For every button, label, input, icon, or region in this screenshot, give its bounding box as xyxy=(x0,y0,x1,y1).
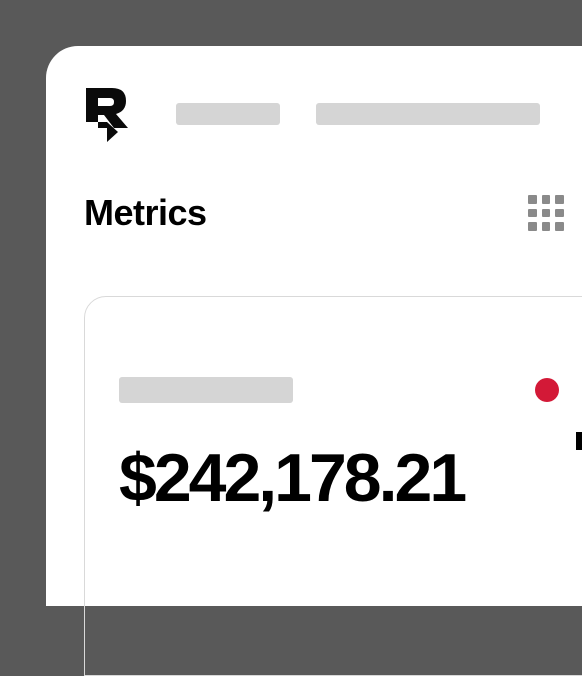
metric-panel: $242,178.21 xyxy=(84,296,582,676)
nav-placeholder xyxy=(316,103,540,125)
metric-value: $242,178.21 xyxy=(119,439,582,517)
nav-placeholders xyxy=(176,103,540,125)
status-indicator-icon xyxy=(535,378,559,402)
grid-view-icon[interactable] xyxy=(528,195,564,231)
section-title: Metrics xyxy=(84,192,207,234)
logo-icon[interactable] xyxy=(84,86,130,142)
nav-placeholder xyxy=(176,103,280,125)
section-header: Metrics xyxy=(84,192,582,234)
metric-top-row xyxy=(119,377,582,403)
edge-marker xyxy=(576,432,582,450)
header xyxy=(84,86,582,142)
dashboard-card: Metrics $242,178.21 xyxy=(46,46,582,606)
metric-label-placeholder xyxy=(119,377,293,403)
